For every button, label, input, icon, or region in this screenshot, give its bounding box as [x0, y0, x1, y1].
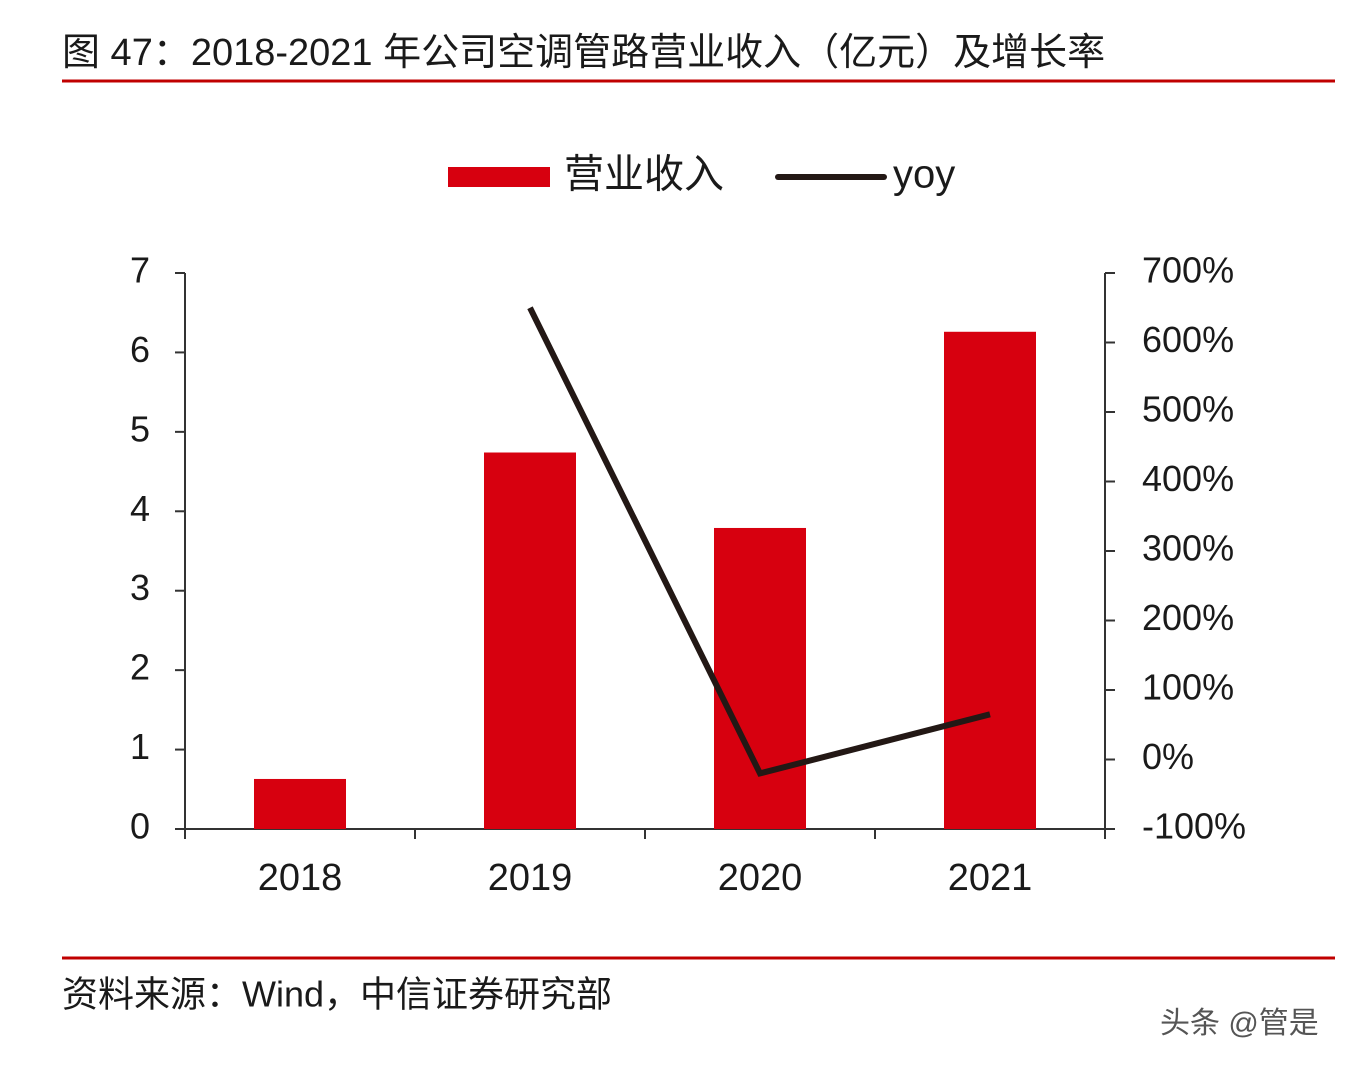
y-tick-label: 2 [130, 647, 150, 688]
y2-tick-label: 100% [1142, 667, 1234, 708]
y2-tick-label: 300% [1142, 528, 1234, 569]
x-tick-label: 2021 [948, 857, 1033, 899]
y2-tick-label: 500% [1142, 389, 1234, 430]
y2-tick-label: 200% [1142, 597, 1234, 638]
y-tick-label: 6 [130, 329, 150, 370]
x-tick-label: 2020 [718, 857, 803, 899]
y2-tick-label: -100% [1142, 806, 1246, 847]
x-tick-label: 2018 [258, 857, 343, 899]
y-tick-label: 5 [130, 408, 150, 449]
y2-tick-label: 400% [1142, 458, 1234, 499]
y2-tick-label: 0% [1142, 736, 1194, 777]
source-note: 资料来源：Wind，中信证券研究部 [62, 974, 612, 1015]
y2-tick-label: 700% [1142, 250, 1234, 291]
y-tick-label: 3 [130, 567, 150, 608]
y-tick-label: 7 [130, 250, 150, 291]
legend-label: yoy [893, 153, 955, 197]
bar [714, 527, 806, 829]
legend-label: 营业收入 [564, 153, 724, 197]
chart-title: 图 47：2018-2021 年公司空调管路营业收入（亿元）及增长率 [62, 32, 1105, 74]
x-tick-label: 2019 [488, 857, 573, 899]
y-tick-label: 0 [130, 806, 150, 847]
y-tick-label: 4 [130, 488, 150, 529]
legend-swatch [448, 167, 550, 187]
line [527, 306, 991, 777]
bar [254, 778, 346, 829]
bar [944, 331, 1036, 829]
y2-tick-label: 600% [1142, 319, 1234, 360]
bar [484, 452, 576, 829]
watermark: 头条 @管是 [1160, 1007, 1319, 1040]
y-tick-label: 1 [130, 726, 150, 767]
